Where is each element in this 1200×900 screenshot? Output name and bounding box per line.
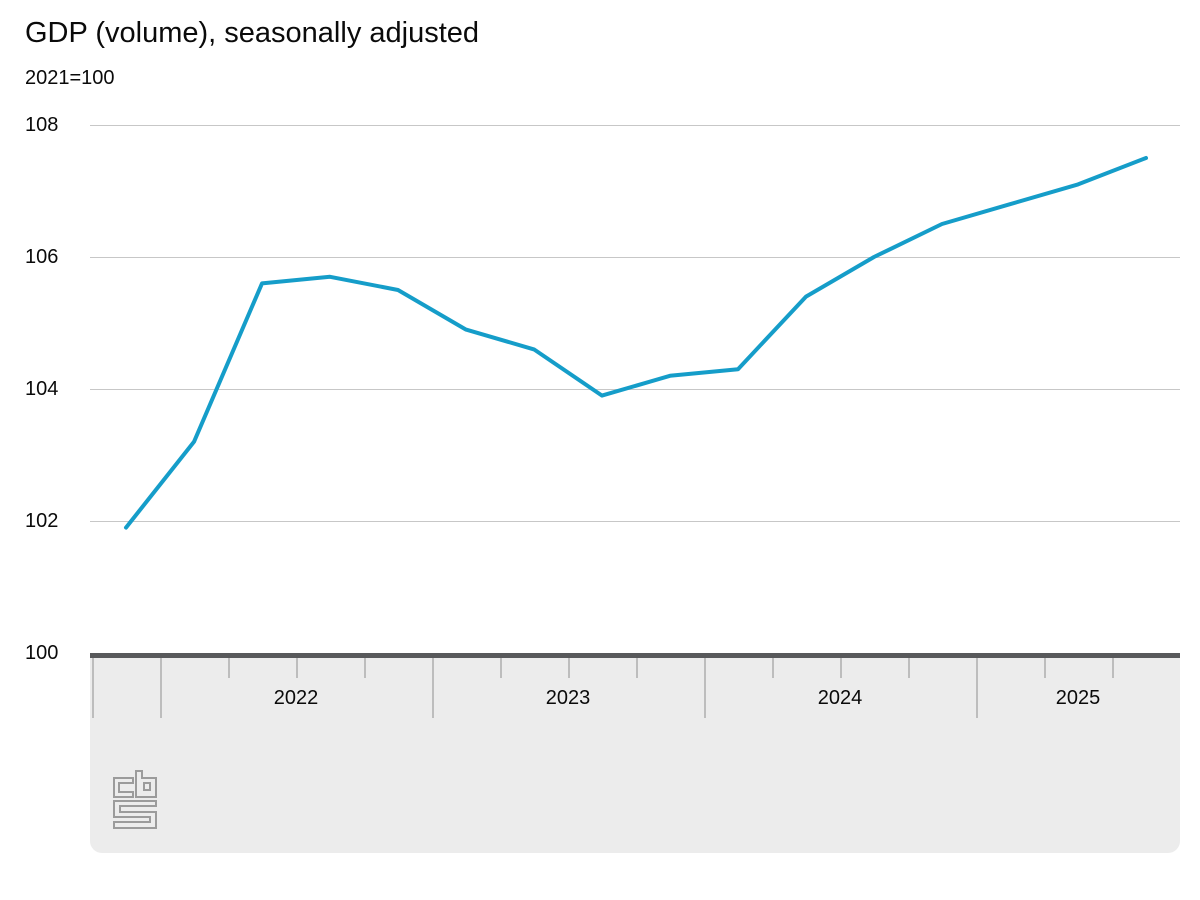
gdp-line-series [124,156,1148,530]
quarter-tick [1112,658,1114,678]
y-axis-label: 102 [25,510,59,532]
gridline [90,257,1180,258]
cbs-logo-letter-s [113,800,157,829]
year-tick [432,658,434,718]
x-axis-year-label: 2025 [1055,687,1101,709]
x-axis-panel: 2022 2023 2024 2025 [90,653,1180,853]
gridline [90,521,1180,522]
axis-baseline-bar [90,653,1180,658]
x-axis-year-label: 2023 [545,687,591,709]
y-axis-label: 108 [25,114,59,136]
quarter-tick [500,658,502,678]
chart-title: GDP (volume), seasonally adjusted [25,17,480,49]
quarter-tick [228,658,230,678]
y-axis-label: 104 [25,378,59,400]
cbs-logo [113,770,157,829]
chart-subtitle: 2021=100 [25,67,115,89]
year-tick [160,658,162,718]
gridline [90,389,1180,390]
year-tick [976,658,978,718]
quarter-tick [772,658,774,678]
gridline [90,125,1180,126]
quarter-tick [1044,658,1046,678]
x-axis-year-label: 2024 [817,687,863,709]
quarter-tick [636,658,638,678]
y-axis-label: 106 [25,246,59,268]
quarter-tick [296,658,298,678]
quarter-tick [840,658,842,678]
quarter-tick [364,658,366,678]
cbs-logo-letter-b-counter [143,782,151,791]
x-axis-year-label: 2022 [273,687,319,709]
year-tick [92,658,94,718]
cbs-logo-letter-c [113,777,134,798]
y-axis-label: 100 [25,642,59,664]
quarter-tick [908,658,910,678]
cbs-logo-letter-b [135,770,157,798]
quarter-tick [568,658,570,678]
year-tick [704,658,706,718]
